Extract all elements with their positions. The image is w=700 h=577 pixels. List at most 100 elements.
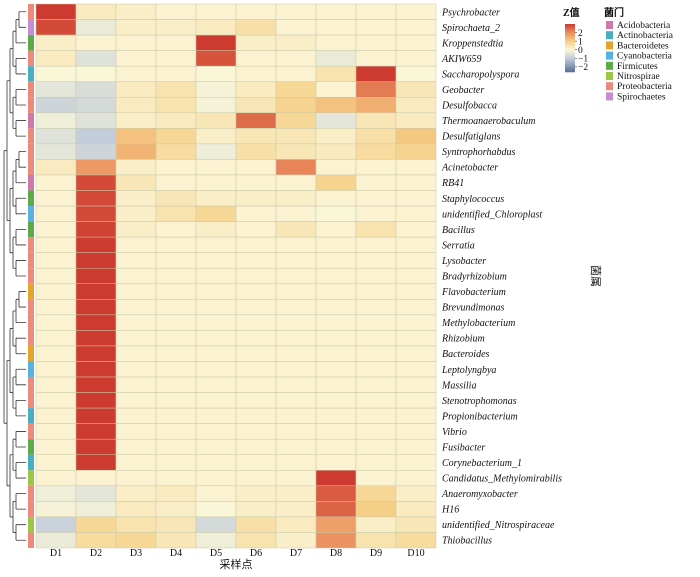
heatmap-cell <box>355 345 397 362</box>
heatmap-cell <box>315 345 357 362</box>
row-label: Desulfobacca <box>441 101 497 112</box>
heatmap-cell <box>195 314 237 331</box>
dendrogram-branch <box>9 454 13 518</box>
heatmap-cell <box>315 470 357 487</box>
heatmap-cell <box>75 128 117 145</box>
color-scale-swatch <box>565 33 575 35</box>
row-label: Candidatus_Methylomirabilis <box>442 474 562 485</box>
color-scale-swatch <box>565 58 575 60</box>
heatmap-cell <box>35 34 77 51</box>
heatmap-cell <box>355 34 397 51</box>
heatmap-cell <box>115 376 157 393</box>
dendrogram-branch <box>9 188 13 254</box>
heatmap-cell <box>115 65 157 82</box>
heatmap-cells <box>35 3 437 549</box>
heatmap-cell <box>35 3 77 20</box>
heatmap-cell <box>235 19 277 36</box>
heatmap-cell <box>195 470 237 487</box>
phylum-annotation-cell <box>28 377 34 393</box>
heatmap-cell <box>115 423 157 440</box>
heatmap-cell <box>395 299 437 316</box>
heatmap-cell <box>155 190 197 207</box>
color-scale-swatch <box>565 25 575 27</box>
heatmap-cell <box>395 81 437 98</box>
row-label: Acinetobacter <box>441 163 498 174</box>
heatmap-cell <box>115 299 157 316</box>
row-label: Flavobacterium <box>441 287 506 298</box>
heatmap-cell <box>315 532 357 549</box>
column-label: D2 <box>90 548 102 559</box>
heatmap-cell <box>195 205 237 222</box>
heatmap-cell <box>35 501 77 518</box>
heatmap-cell <box>275 221 317 238</box>
color-scale-legend: Z值 210−1−2 <box>563 6 588 73</box>
heatmap-cell <box>395 314 437 331</box>
heatmap-cell <box>395 283 437 300</box>
heatmap-cell <box>355 221 397 238</box>
color-scale-swatch <box>565 66 575 68</box>
heatmap-cell <box>355 174 397 191</box>
heatmap-cell <box>275 97 317 114</box>
row-label: Vibrio <box>442 427 467 438</box>
heatmap-cell <box>315 516 357 533</box>
row-label: Corynebacterium_1 <box>442 458 522 469</box>
heatmap-cell <box>155 283 197 300</box>
heatmap-cell <box>235 330 277 347</box>
heatmap-cell <box>115 3 157 20</box>
heatmap-cell <box>275 438 317 455</box>
heatmap-cell <box>355 454 397 471</box>
heatmap-cell <box>195 532 237 549</box>
heatmap-cell <box>235 361 277 378</box>
heatmap-cell <box>35 361 77 378</box>
heatmap-cell <box>195 81 237 98</box>
phylum-legend-label: Bacteroidetes <box>617 41 669 51</box>
heatmap-cell <box>235 128 277 145</box>
heatmap-cell <box>275 128 317 145</box>
heatmap-cell <box>395 97 437 114</box>
heatmap-cell <box>75 252 117 269</box>
dendrogram-branch <box>9 48 13 114</box>
phylum-annotation-cell <box>28 97 34 113</box>
heatmap-cell <box>275 3 317 20</box>
heatmap-cell <box>315 361 357 378</box>
heatmap-cell <box>355 128 397 145</box>
heatmap-cell <box>75 3 117 20</box>
heatmap-cell <box>35 97 77 114</box>
heatmap-cell <box>355 81 397 98</box>
heatmap-cell <box>115 205 157 222</box>
dendrogram-branch <box>12 170 16 207</box>
heatmap-cell <box>315 267 357 285</box>
heatmap-cell <box>355 532 397 549</box>
dendrogram-branch <box>12 438 16 471</box>
heatmap-cell <box>155 65 197 82</box>
heatmap-cell <box>275 252 317 269</box>
phylum-annotation-cell <box>28 485 34 502</box>
heatmap-cell <box>155 516 197 533</box>
heatmap-cell <box>155 19 197 36</box>
heatmap-cell <box>195 330 237 347</box>
heatmap-cell <box>195 174 237 191</box>
heatmap-cell <box>115 314 157 331</box>
heatmap-cell <box>35 112 77 129</box>
heatmap-cell <box>235 423 277 440</box>
heatmap-cell <box>115 330 157 347</box>
heatmap-cell <box>35 376 77 393</box>
heatmap-cell <box>195 252 237 269</box>
heatmap-cell <box>395 423 437 440</box>
heatmap-cell <box>235 97 277 114</box>
heatmap-cell <box>395 252 437 269</box>
heatmap-cell <box>315 485 357 502</box>
phylum-legend-title: 菌门 <box>604 6 624 19</box>
dendrogram-branch <box>15 120 26 137</box>
color-scale-swatch <box>565 56 575 58</box>
phylum-annotation-cell <box>28 314 34 331</box>
phylum-annotation-cell <box>28 330 34 346</box>
heatmap-cell <box>115 190 157 207</box>
color-scale-swatch <box>565 59 575 61</box>
heatmap-cell <box>75 174 117 191</box>
heatmap-cell <box>235 454 277 471</box>
phylum-annotation-cell <box>28 532 34 548</box>
color-scale-swatch <box>565 69 575 71</box>
heatmap-cell <box>355 252 397 269</box>
